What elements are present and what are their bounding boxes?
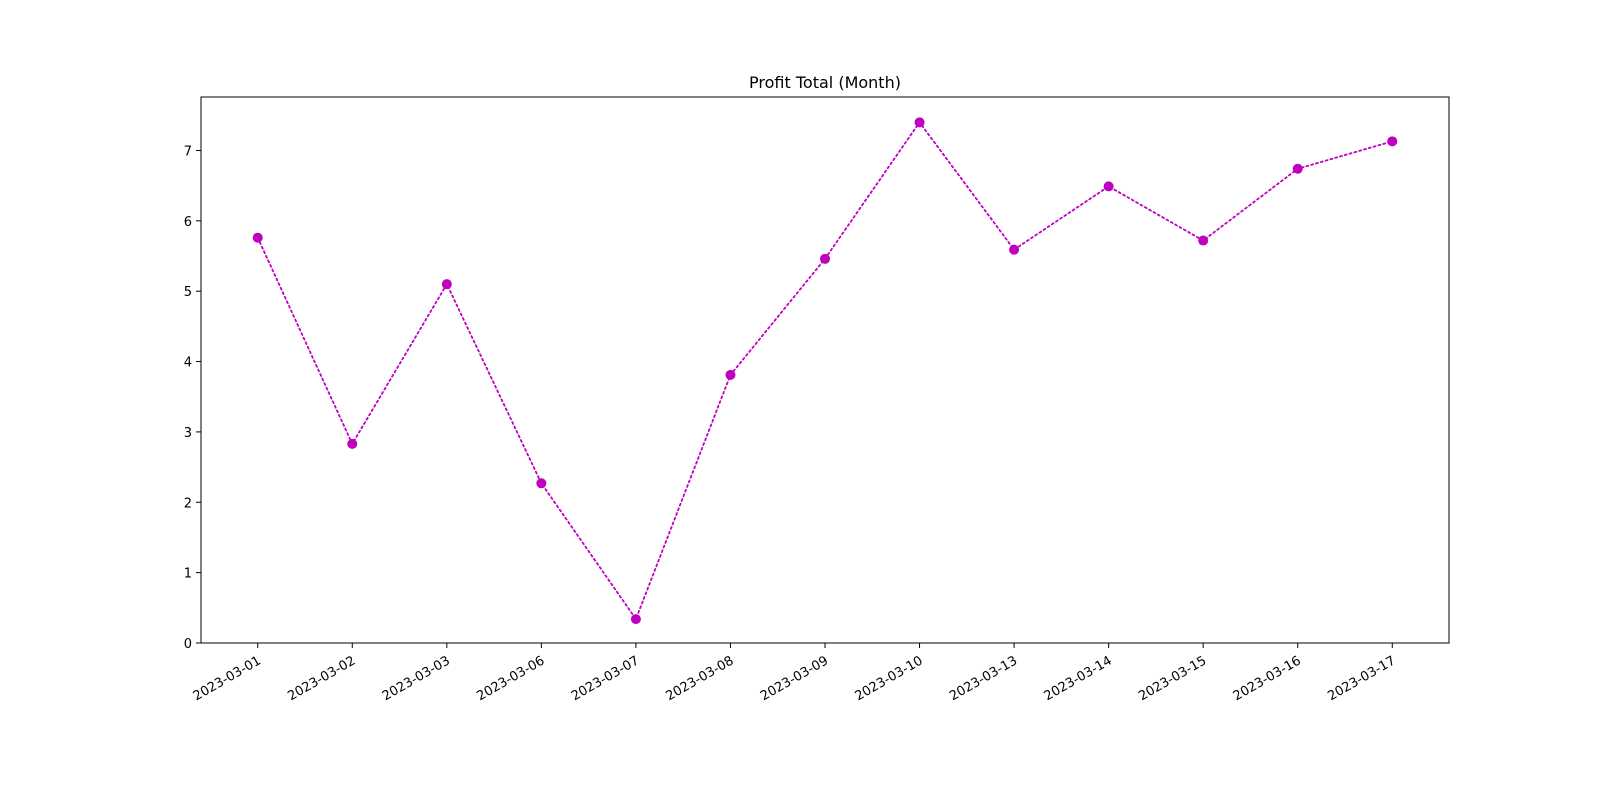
y-tick-label: 3 (184, 426, 192, 441)
x-tick-label: 2023-03-10 (853, 653, 926, 704)
data-point (1292, 163, 1303, 174)
x-tick-label: 2023-03-06 (474, 653, 547, 704)
data-point (536, 478, 547, 489)
data-point (1198, 235, 1209, 246)
x-tick-label: 2023-03-13 (947, 653, 1020, 704)
x-tick-label: 2023-03-03 (380, 653, 453, 704)
data-point (347, 438, 358, 449)
data-point (630, 614, 641, 625)
y-tick-label: 0 (184, 637, 192, 652)
x-tick-label: 2023-03-08 (664, 653, 737, 704)
x-tick-label: 2023-03-16 (1231, 653, 1304, 704)
x-tick-label: 2023-03-17 (1325, 653, 1398, 704)
x-tick-label: 2023-03-15 (1136, 653, 1209, 704)
x-axis: 2023-03-01 2023-03-02 2023-03-03 2023-03-06… (191, 643, 1398, 704)
data-point (441, 279, 452, 290)
y-tick-label: 1 (184, 567, 192, 582)
chart-title: Profit Total (Month) (749, 73, 901, 92)
data-point (1009, 244, 1020, 255)
data-point (1387, 136, 1398, 147)
x-tick-label: 2023-03-02 (285, 653, 358, 704)
y-tick-label: 4 (184, 356, 192, 371)
y-axis: 0 1 2 3 4 5 6 7 (184, 144, 201, 652)
y-tick-label: 7 (184, 144, 192, 159)
x-tick-label: 2023-03-07 (569, 653, 642, 704)
x-tick-label: 2023-03-14 (1042, 653, 1115, 704)
y-tick-label: 5 (184, 285, 192, 300)
data-point (725, 369, 736, 380)
series-layer (252, 117, 1398, 625)
x-tick-label: 2023-03-01 (191, 653, 264, 704)
data-point (1103, 181, 1114, 192)
plot-frame (200, 96, 1450, 644)
x-tick-label: 2023-03-09 (758, 653, 831, 704)
series-line (256, 120, 1394, 621)
y-tick-label: 2 (184, 496, 192, 511)
data-point (252, 232, 263, 243)
data-point (914, 117, 925, 128)
data-point (820, 253, 830, 264)
y-tick-label: 6 (184, 215, 192, 230)
